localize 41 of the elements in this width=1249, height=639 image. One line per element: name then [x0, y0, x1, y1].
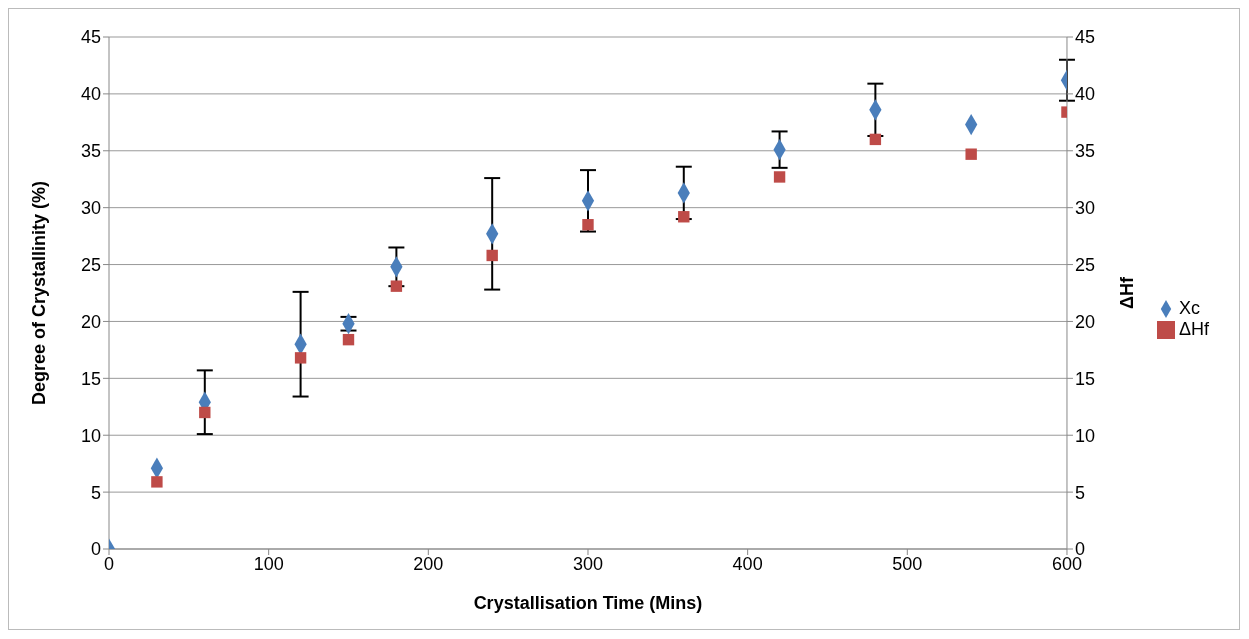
y2-tick-label: 5	[1074, 482, 1085, 503]
y2-axis-title: ΔHf	[1117, 276, 1138, 309]
y-tick-label: 25	[80, 254, 101, 275]
point	[486, 249, 498, 262]
point	[199, 406, 211, 419]
y-axis-title: Degree of Crystallinity (%)	[29, 180, 50, 406]
y2-tick-label: 10	[1074, 425, 1095, 446]
point	[294, 352, 307, 364]
y2-tick-label: 30	[1074, 198, 1095, 219]
y-tick-label: 10	[80, 425, 101, 446]
y2-tick-label: 15	[1074, 368, 1095, 389]
x-tick-label: 500	[892, 553, 923, 574]
y-tick-label: 35	[80, 141, 101, 162]
point	[965, 148, 977, 160]
x-tick-label: 100	[253, 553, 284, 574]
x-tick-label: 0	[103, 553, 115, 574]
x-tick-label: 300	[572, 553, 604, 574]
point	[151, 476, 163, 488]
y-tick-label: 30	[80, 198, 101, 219]
x-tick-label: 400	[732, 553, 763, 574]
y-tick-label: 0	[90, 539, 101, 560]
y-tick-label: 5	[90, 482, 101, 503]
y-tick-label: 15	[80, 368, 101, 389]
y2-tick-label: 40	[1074, 84, 1095, 105]
y-tick-label: 20	[80, 311, 101, 332]
point	[390, 280, 403, 292]
y2-tick-label: 35	[1074, 141, 1095, 162]
point	[869, 133, 882, 146]
legend-label: ΔHf	[1178, 319, 1209, 339]
y-tick-label: 45	[80, 27, 101, 48]
point	[773, 171, 786, 183]
y2-tick-label: 45	[1074, 27, 1095, 48]
legend-label: Xc	[1178, 298, 1200, 318]
y2-tick-label: 20	[1074, 311, 1095, 332]
y-tick-label: 40	[80, 84, 101, 105]
x-tick-label: 200	[413, 553, 444, 574]
y2-tick-label: 25	[1074, 254, 1095, 275]
point	[342, 333, 355, 346]
point	[678, 211, 690, 223]
x-axis-title: Crystallisation Time (Mins)	[473, 593, 703, 613]
point	[582, 219, 594, 231]
